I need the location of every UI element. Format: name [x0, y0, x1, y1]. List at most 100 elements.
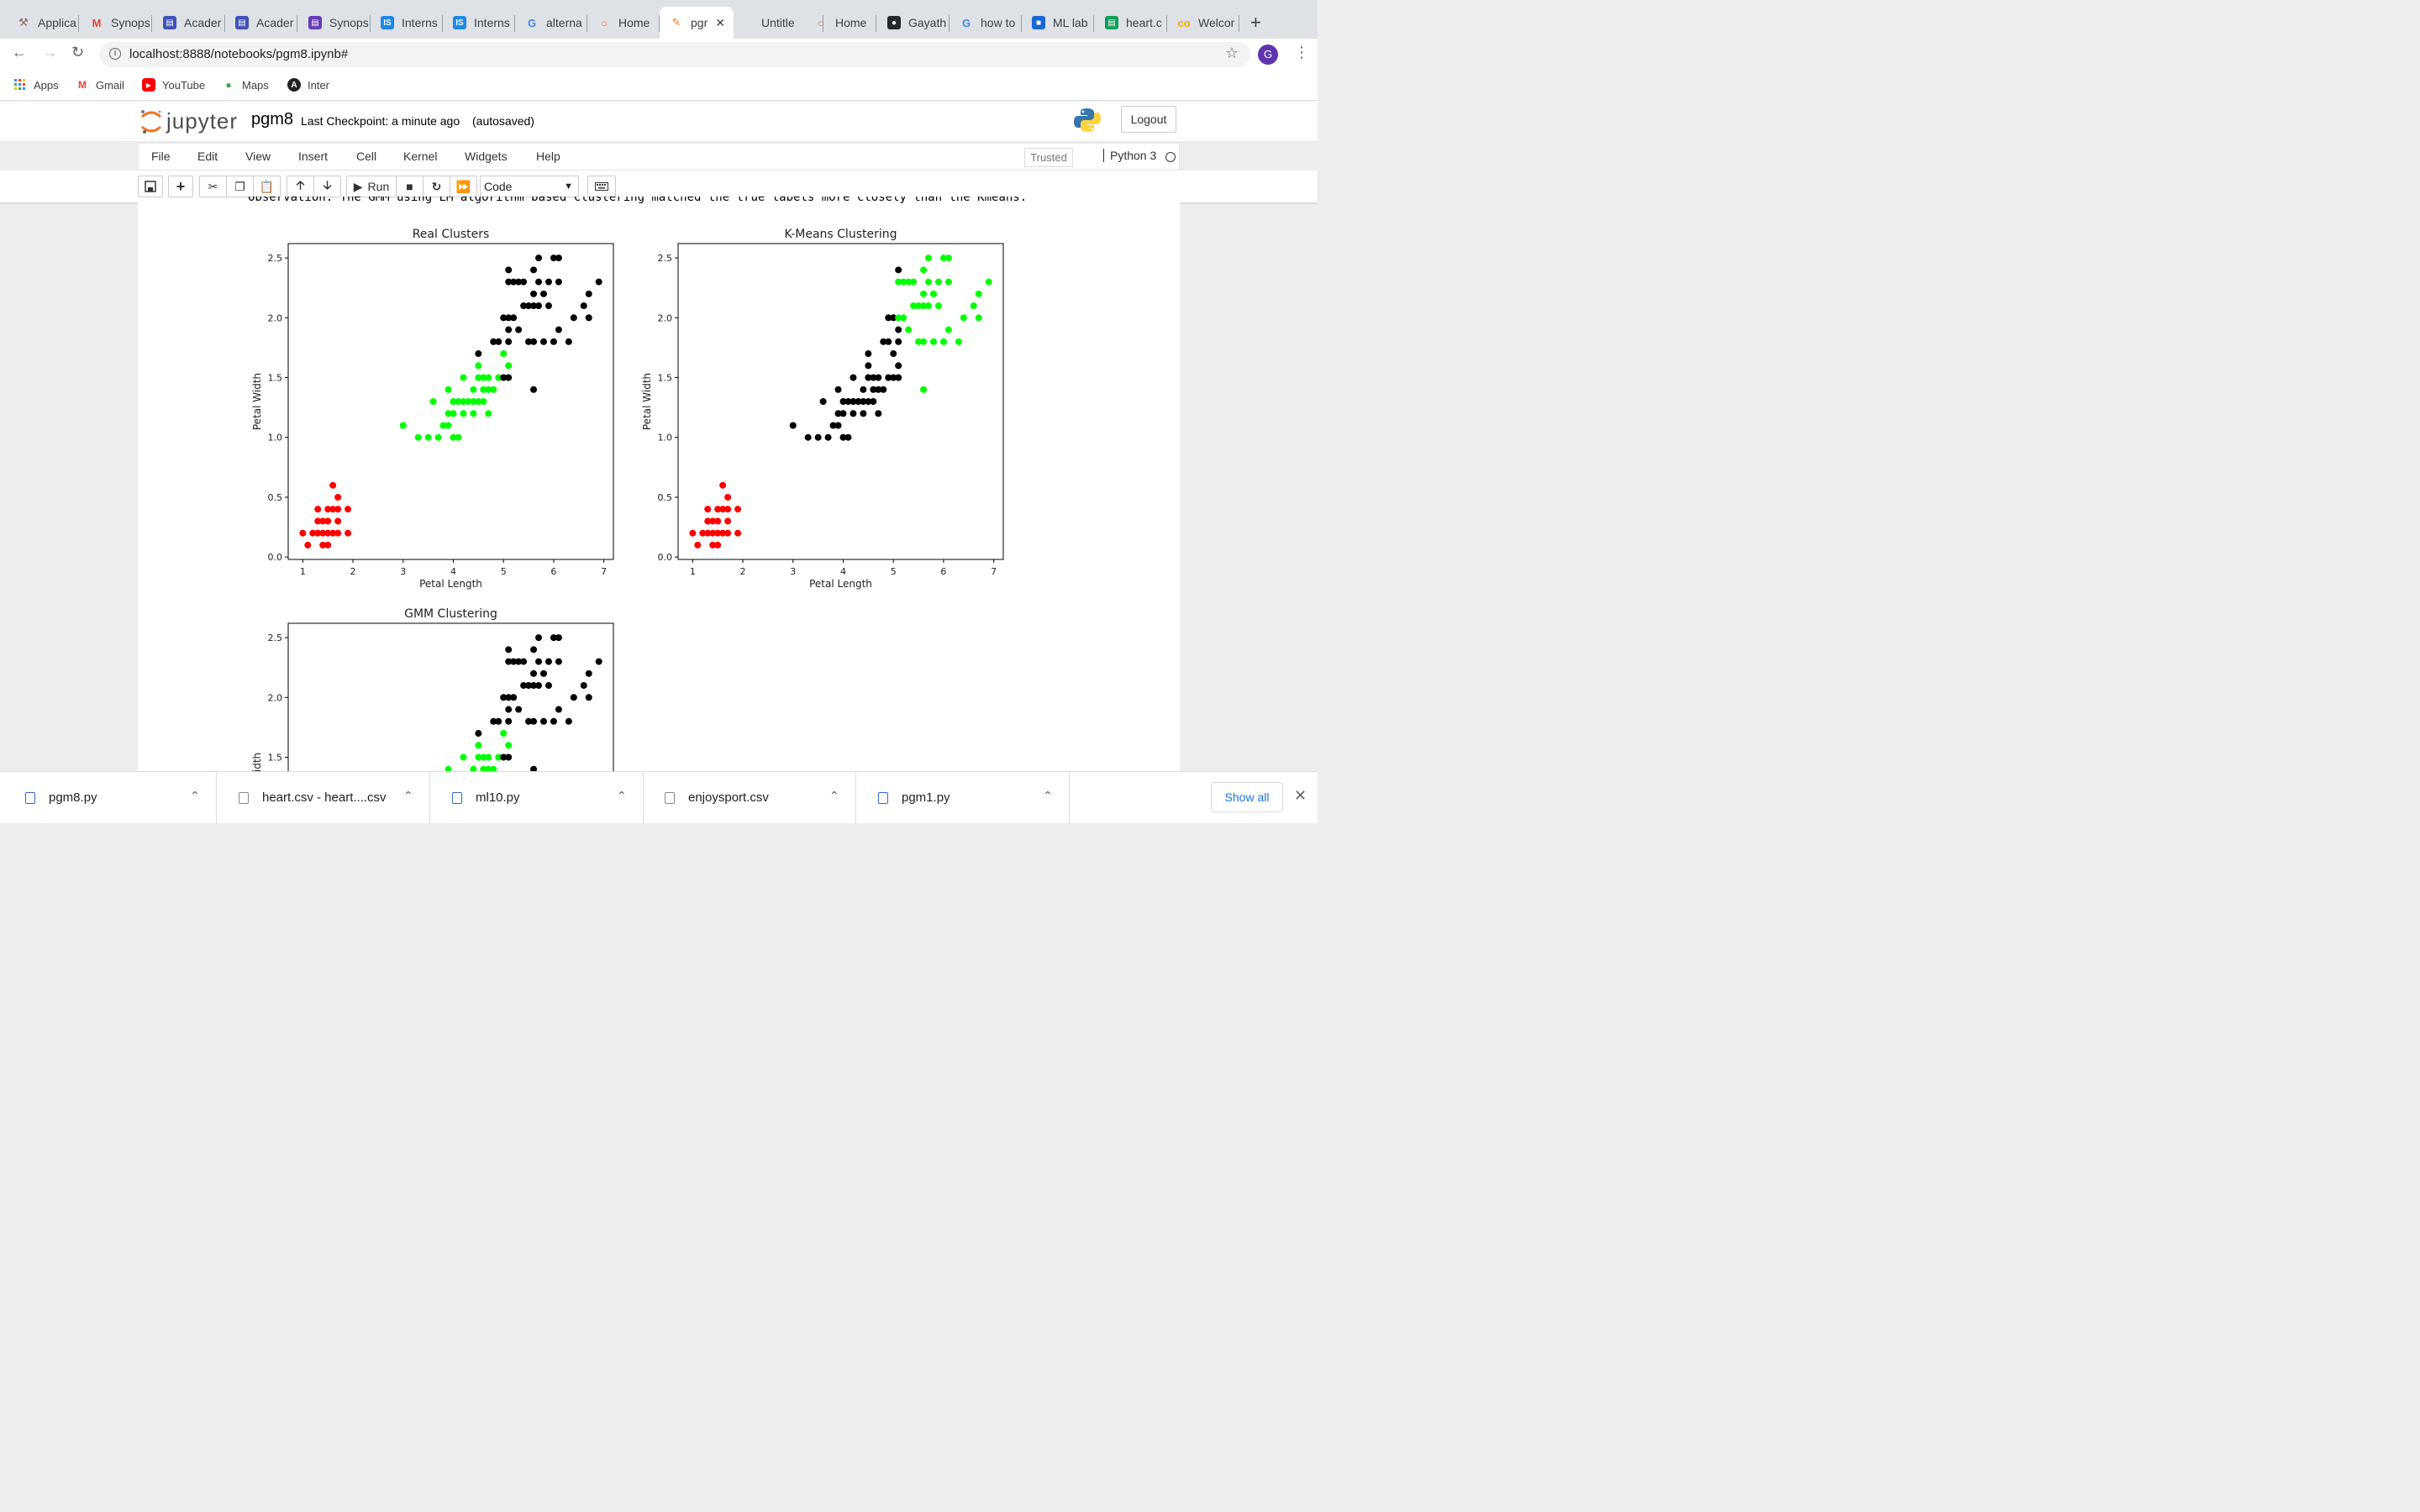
chevron-up-icon[interactable]: ⌃: [829, 789, 839, 802]
browser-tab[interactable]: ○ Home: [804, 7, 876, 39]
browser-tab[interactable]: IS Interns: [371, 7, 443, 39]
logout-button[interactable]: Logout: [1121, 106, 1176, 133]
data-point: [470, 386, 477, 393]
bookmark-maps[interactable]: ● Maps: [222, 78, 268, 92]
jupyter-logo[interactable]: jupyter: [139, 107, 240, 135]
y-tick-label: 2.5: [268, 633, 283, 643]
browser-tab[interactable]: ▤ Acader: [153, 7, 225, 39]
browser-tab[interactable]: ■ ML lab: [1022, 7, 1094, 39]
menu-help[interactable]: Help: [536, 150, 560, 163]
chevron-up-icon[interactable]: ⌃: [1043, 789, 1053, 802]
chevron-up-icon[interactable]: ⌃: [617, 789, 627, 802]
tab-separator: [949, 15, 950, 32]
jupyter-logo-text: jupyter: [166, 108, 239, 134]
browser-tab[interactable]: IS Interns: [443, 7, 515, 39]
browser-tab[interactable]: ✎ pgr ✕: [660, 7, 734, 39]
browser-tab[interactable]: ⚒ Applica: [7, 7, 79, 39]
data-point: [445, 386, 452, 393]
menu-cell[interactable]: Cell: [356, 150, 377, 163]
menu-file[interactable]: File: [151, 150, 171, 163]
y-tick-label: 0.5: [268, 492, 283, 503]
site-info-icon[interactable]: i: [109, 48, 121, 60]
fast-forward-icon[interactable]: ⏩: [450, 176, 477, 197]
data-point: [525, 717, 533, 725]
cell-type-select[interactable]: Code ▼: [480, 176, 579, 197]
data-point: [485, 753, 492, 761]
cut-icon[interactable]: ✂: [199, 176, 227, 197]
show-all-button[interactable]: Show all: [1211, 782, 1283, 812]
python-file-icon: [878, 792, 888, 804]
y-tick-label: 1.0: [658, 433, 673, 444]
save-icon[interactable]: [138, 176, 163, 197]
browser-tab[interactable]: co Welcor: [1167, 7, 1239, 39]
download-item[interactable]: pgm1.py ⌃: [856, 772, 1070, 824]
menu-kernel[interactable]: Kernel: [403, 150, 438, 163]
paste-icon[interactable]: 📋: [253, 176, 281, 197]
data-point: [724, 517, 732, 525]
trusted-indicator[interactable]: Trusted: [1024, 148, 1073, 167]
kmeans-svg: K-Means Clustering 0.0 0.5 1.0 1.5 2.0 2.5 1 2 3 4…: [641, 228, 1004, 590]
notebook-name[interactable]: pgm8: [251, 110, 294, 129]
bookmark-inter[interactable]: A Inter: [287, 78, 329, 92]
wrench-icon: ⚒: [18, 16, 29, 29]
restart-icon[interactable]: ↻: [423, 176, 450, 197]
back-arrow-icon[interactable]: ←: [12, 44, 27, 60]
data-point: [525, 682, 533, 690]
download-item[interactable]: heart.csv - heart....csv ⌃: [217, 772, 430, 824]
browser-tab[interactable]: M Synops: [80, 7, 152, 39]
close-tab-icon[interactable]: ✕: [715, 15, 725, 29]
menu-edit[interactable]: Edit: [197, 150, 218, 163]
move-up-icon[interactable]: 🡡: [287, 176, 314, 197]
data-point: [550, 338, 557, 345]
keyboard-icon[interactable]: [587, 176, 616, 197]
browser-tab[interactable]: ● Gayath: [877, 7, 950, 39]
close-icon[interactable]: ✕: [1294, 787, 1307, 804]
bookmark-star-icon[interactable]: ☆: [1224, 45, 1239, 61]
insert-cell-icon[interactable]: +: [168, 176, 193, 197]
download-item[interactable]: enjoysport.csv ⌃: [643, 772, 856, 824]
data-point: [334, 493, 342, 501]
data-point: [580, 682, 587, 690]
menu-view[interactable]: View: [245, 150, 271, 163]
forward-arrow-icon[interactable]: →: [42, 44, 57, 60]
menu-insert[interactable]: Insert: [298, 150, 329, 163]
stop-icon[interactable]: ■: [396, 176, 424, 197]
data-point: [515, 278, 523, 286]
y-tick-label: 2.5: [268, 253, 283, 264]
run-button[interactable]: ▶ Run: [346, 176, 397, 197]
x-tick-label: 2: [350, 566, 356, 577]
bookmark-gmail[interactable]: M Gmail: [76, 78, 124, 92]
address-bar[interactable]: i localhost:8888/notebooks/pgm8.ipynb# ☆: [99, 42, 1250, 67]
profile-avatar[interactable]: G: [1258, 45, 1278, 65]
browser-tab[interactable]: ▤ Acader: [225, 7, 297, 39]
tab-title: Synops: [329, 16, 369, 29]
bookmark-apps[interactable]: Apps: [13, 78, 59, 92]
new-tab-icon[interactable]: +: [1250, 12, 1261, 33]
chevron-up-icon[interactable]: ⌃: [190, 789, 200, 802]
gmail-icon: M: [78, 79, 87, 91]
copy-icon[interactable]: ❐: [226, 176, 254, 197]
maps-pin-icon: ●: [225, 79, 232, 91]
move-down-icon[interactable]: 🡣: [313, 176, 341, 197]
menu-widgets[interactable]: Widgets: [465, 150, 508, 163]
data-point: [319, 541, 327, 549]
download-item[interactable]: ml10.py ⌃: [430, 772, 644, 824]
chevron-up-icon[interactable]: ⌃: [403, 789, 413, 802]
browser-tab[interactable]: ○ Home: [587, 7, 660, 39]
browser-tab[interactable]: ▤ Synops: [298, 7, 371, 39]
reload-icon[interactable]: ↻: [71, 44, 85, 60]
url-text[interactable]: localhost:8888/notebooks/pgm8.ipynb#: [129, 47, 349, 61]
notebook-toolbar: + ✂ ❐ 📋 🡡 🡣 ▶ Run ■ ↻ ⏩ Code ▼: [0, 171, 1318, 202]
data-point: [565, 338, 572, 345]
data-point: [555, 706, 562, 713]
data-point: [399, 422, 407, 429]
download-item[interactable]: pgm8.py ⌃: [3, 772, 217, 824]
bookmark-youtube[interactable]: ▶ YouTube: [142, 78, 205, 92]
kernel-name[interactable]: Python 3: [1103, 149, 1156, 162]
browser-tab[interactable]: Untitle: [751, 7, 823, 39]
browser-tab[interactable]: ▤ heart.c: [1095, 7, 1167, 39]
y-tick-label: 0.5: [658, 492, 673, 503]
browser-menu-icon[interactable]: ⋮: [1294, 44, 1309, 60]
